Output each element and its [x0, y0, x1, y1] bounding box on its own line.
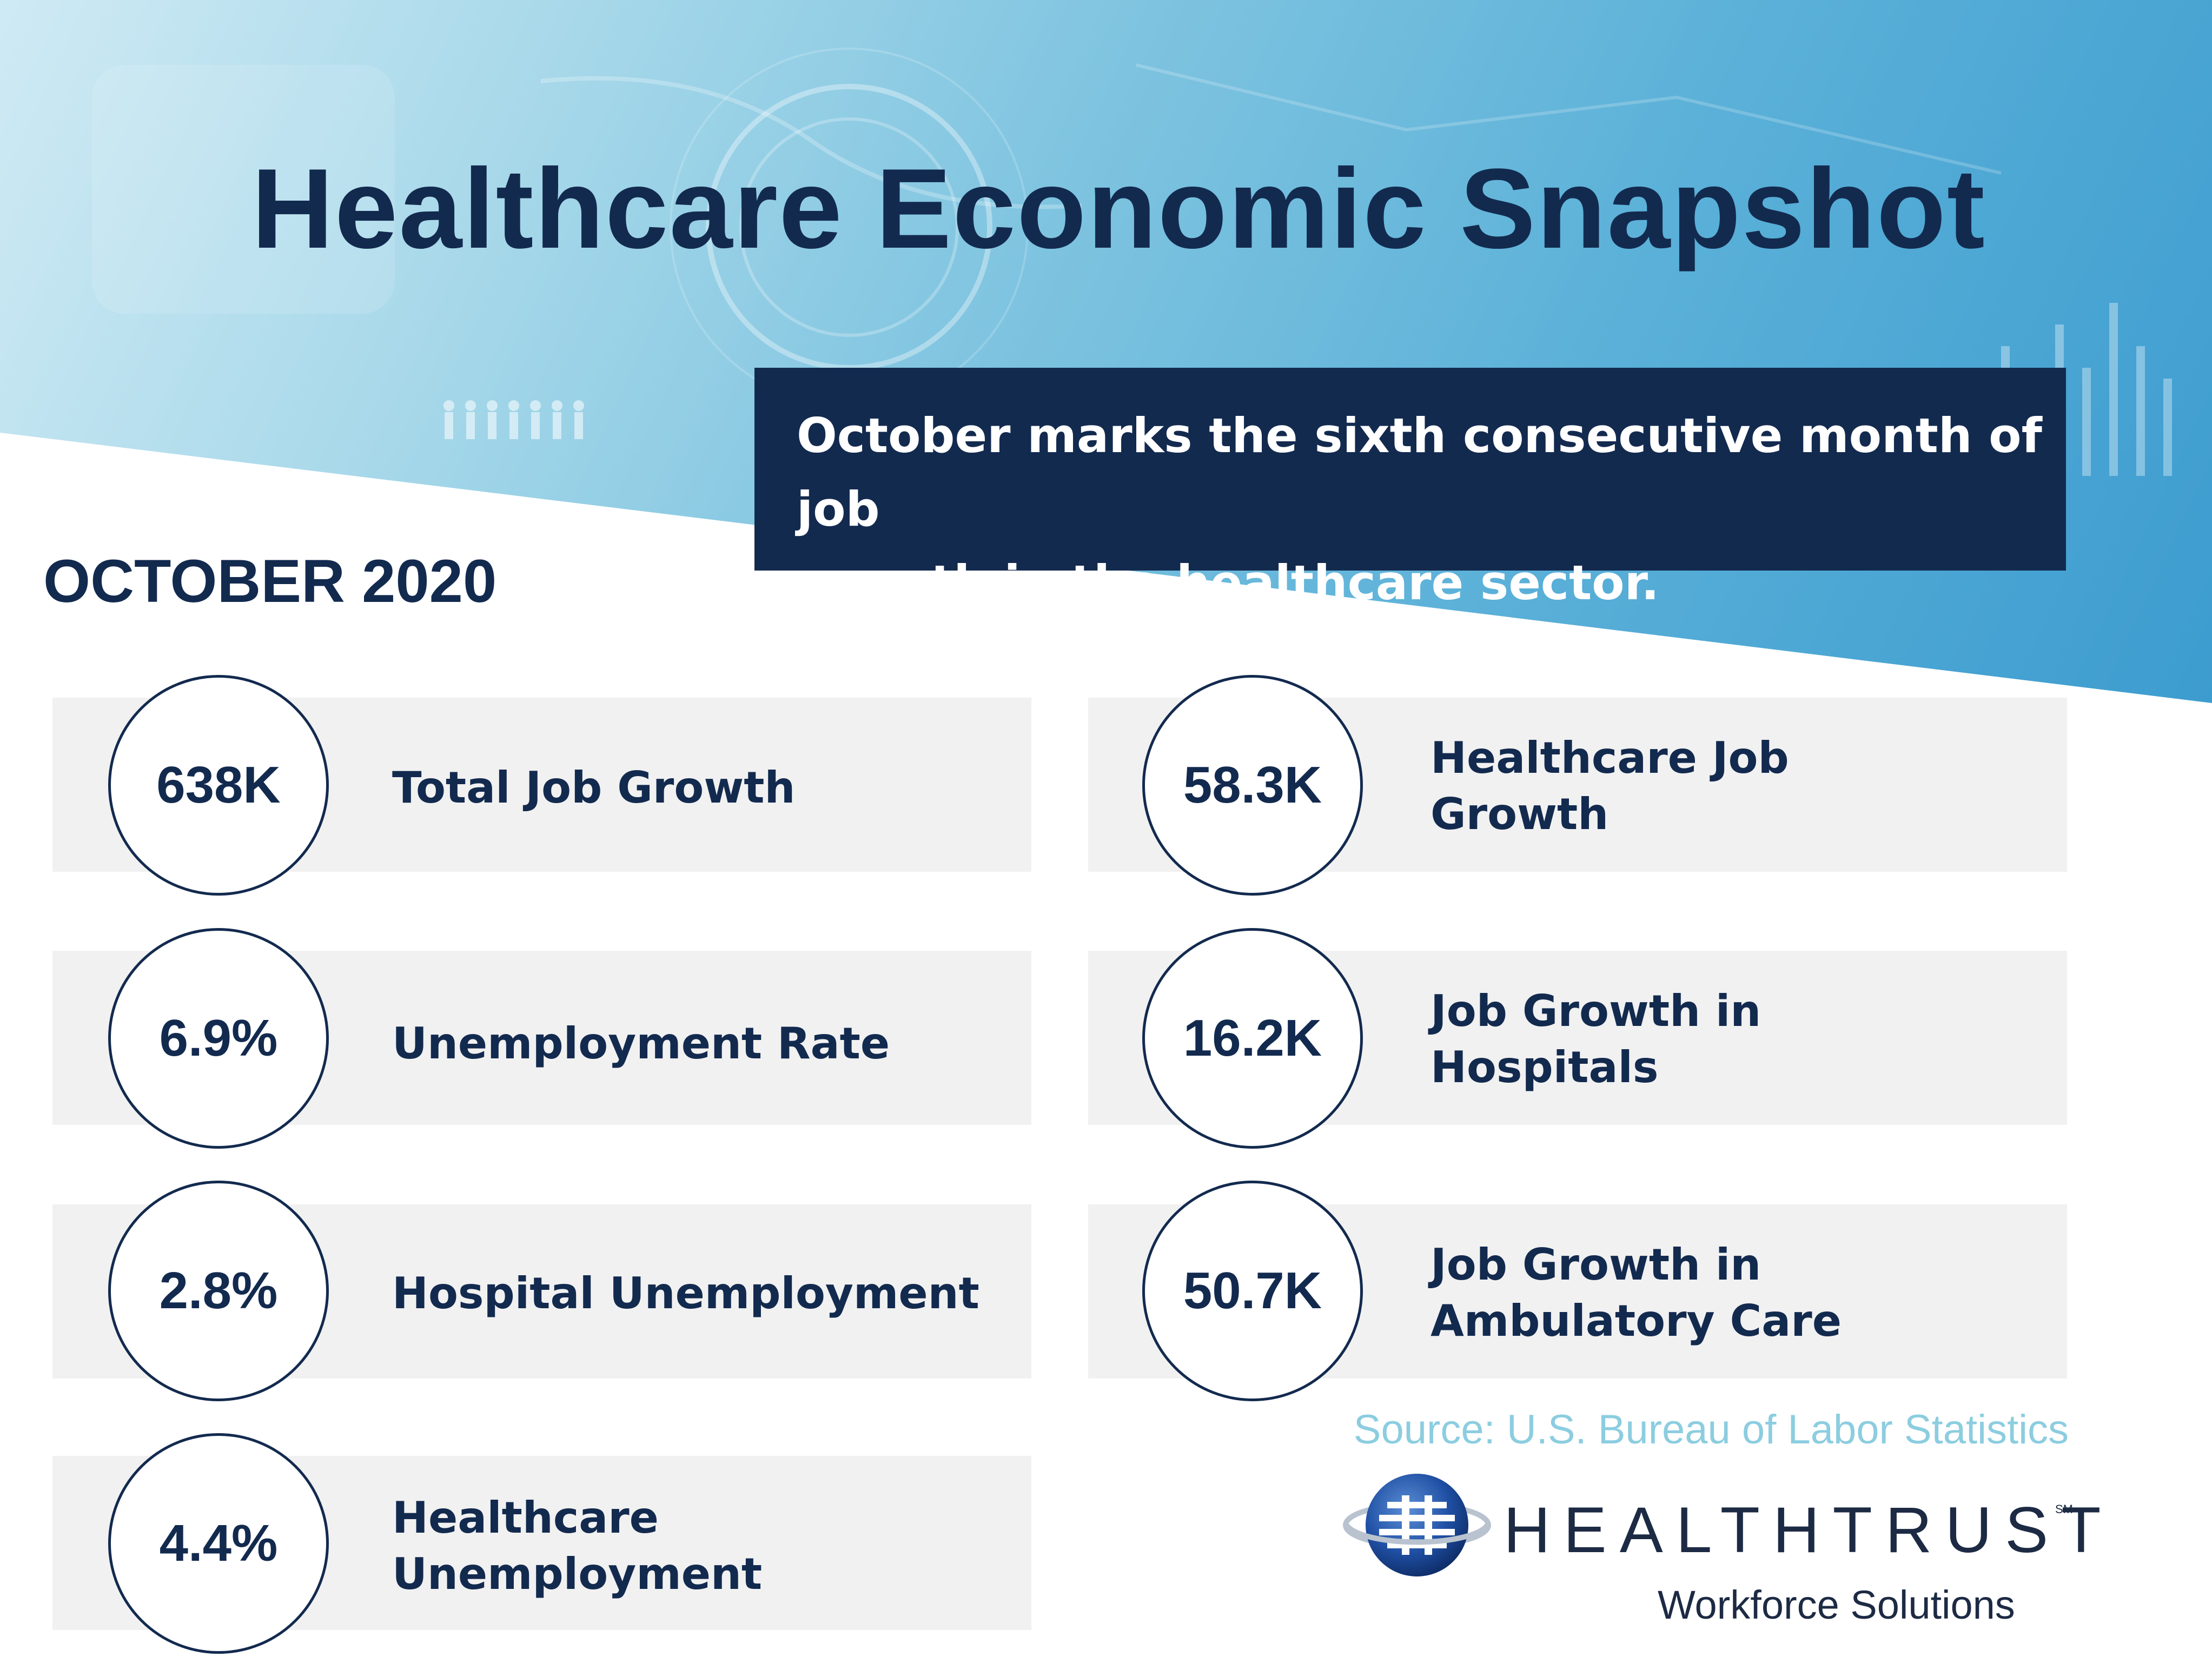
stat-value: 2.8%: [159, 1262, 278, 1320]
stat-value: 50.7K: [1183, 1262, 1322, 1320]
stat-circle: 50.7K: [1142, 1181, 1363, 1401]
stat-circle: 58.3K: [1142, 675, 1363, 896]
stat-label: Unemployment Rate: [392, 1018, 890, 1069]
people-row-icon: [443, 400, 584, 439]
stat-label: Job Growth in Hospitals: [1430, 986, 1761, 1092]
stat-label: Hospital Unemployment: [392, 1268, 979, 1319]
headline-callout: October marks the sixth consecutive mont…: [754, 368, 2066, 611]
stat-circle: 2.8%: [108, 1181, 329, 1401]
globe-logo-icon: [1343, 1474, 1491, 1576]
stat-value: 6.9%: [159, 1009, 278, 1067]
stat-circle: 638K: [108, 675, 329, 896]
callout-text: October marks the sixth consecutive mont…: [797, 408, 2042, 611]
report-period: OCTOBER 2020: [43, 547, 497, 615]
page-title: Healthcare Economic Snapshot: [251, 145, 1986, 272]
stat-value: 4.4%: [159, 1514, 278, 1572]
stat-label: Job Growth in Ambulatory Care: [1430, 1240, 1842, 1346]
stat-value: 16.2K: [1183, 1009, 1322, 1067]
stat-label: Healthcare Job Growth: [1430, 733, 1789, 839]
stat-circle: 6.9%: [108, 928, 329, 1149]
stat-label: Total Job Growth: [392, 763, 796, 813]
stat-label: Healthcare Unemployment: [392, 1493, 763, 1599]
brand-tagline: Workforce Solutions: [1658, 1582, 2015, 1627]
stat-value: 638K: [156, 756, 281, 814]
stat-circle: 4.4%: [108, 1433, 329, 1654]
brand-wordmark: HEALTHTRUST: [1504, 1494, 2114, 1566]
stat-circle: 16.2K: [1142, 928, 1363, 1149]
stat-value: 58.3K: [1183, 756, 1322, 814]
service-mark: SM: [2055, 1502, 2073, 1516]
source-note: Source: U.S. Bureau of Labor Statistics: [1353, 1407, 2069, 1453]
